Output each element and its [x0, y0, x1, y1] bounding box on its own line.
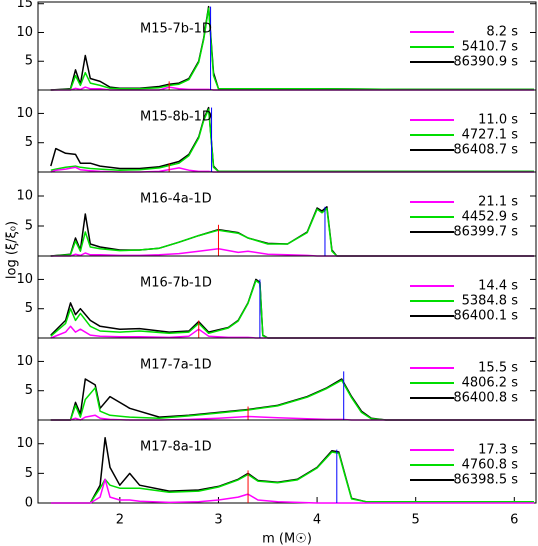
- panel-title: M15-7b-1D: [140, 22, 212, 37]
- y-tick-label: 5: [25, 54, 33, 69]
- y-tick-label: 0: [25, 496, 33, 511]
- legend-label: 14.4 s: [478, 279, 518, 294]
- panel-title: M16-7b-1D: [140, 276, 212, 291]
- panel-title: M15-8b-1D: [140, 110, 212, 125]
- y-tick-label: 5: [25, 466, 33, 481]
- x-tick-label: 4: [313, 513, 321, 528]
- y-tick-label: 5: [25, 301, 33, 316]
- panel-title: M17-7a-1D: [140, 358, 212, 373]
- legend-label: 17.3 s: [478, 443, 518, 458]
- x-tick-label: 5: [412, 513, 420, 528]
- legend-label: 21.1 s: [478, 195, 518, 210]
- x-tick-label: 3: [214, 513, 222, 528]
- legend-label: 86408.7 s: [453, 143, 518, 158]
- y-tick-label: 10: [16, 25, 33, 40]
- y-axis-label: log (ξ/ξ₀): [5, 221, 20, 279]
- legend-label: 4452.9 s: [462, 210, 519, 225]
- panel-title: M16-4a-1D: [140, 192, 212, 207]
- y-tick-label: 10: [16, 354, 33, 369]
- legend-label: 5410.7 s: [462, 40, 519, 55]
- y-tick-label: 5: [25, 135, 33, 150]
- y-tick-label: 5: [25, 383, 33, 398]
- legend-label: 86398.5 s: [453, 473, 518, 488]
- y-tick-label: 10: [16, 436, 33, 451]
- x-axis-label: m (M☉): [262, 532, 312, 546]
- y-tick-label: 10: [16, 106, 33, 121]
- y-tick-label: 5: [25, 219, 33, 234]
- panel-frame: [37, 419, 537, 504]
- legend-label: 86400.8 s: [453, 391, 518, 406]
- legend-label: 15.5 s: [478, 361, 518, 376]
- series-line: [50, 379, 534, 421]
- legend-label: 86390.9 s: [453, 55, 518, 70]
- legend-label: 86400.1 s: [453, 309, 518, 324]
- legend-label: 8.2 s: [486, 25, 518, 40]
- x-tick-label: 6: [510, 513, 518, 528]
- legend-label: 86399.7 s: [453, 225, 518, 240]
- y-tick-label: 10: [16, 272, 33, 287]
- series-line: [50, 451, 534, 504]
- legend-label: 11.0 s: [478, 113, 518, 128]
- legend-label: 4727.1 s: [462, 128, 519, 143]
- y-tick-label: 10: [16, 189, 33, 204]
- x-tick-label: 2: [116, 513, 124, 528]
- panel-title: M17-8a-1D: [140, 440, 212, 455]
- y-tick-label: 15: [16, 0, 33, 11]
- legend-label: 5384.8 s: [462, 294, 519, 309]
- legend-label: 4806.2 s: [462, 376, 519, 391]
- series-line: [50, 478, 534, 504]
- legend-label: 4760.8 s: [462, 458, 519, 473]
